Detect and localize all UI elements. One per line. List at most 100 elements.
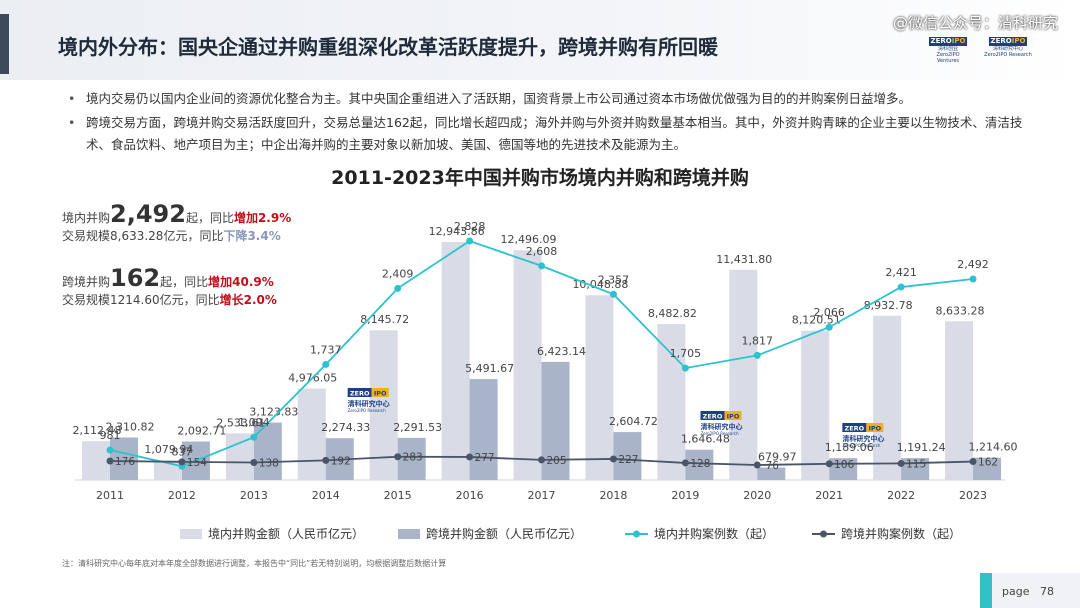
page-tab-accent — [980, 573, 992, 608]
page-indicator: page 78 — [980, 573, 1080, 608]
point-domestic-count-2022 — [897, 283, 905, 291]
watermark-badge-line2-3: Zero2IPO Research — [842, 443, 881, 448]
bar-cross-amount-2011 — [110, 437, 138, 480]
page-title: 境内外分布：国央企通过并购重组深化改革活跃度提升，跨境并购有所回暖 — [58, 35, 718, 59]
page-label: page — [1002, 585, 1030, 598]
label-domestic-amount-2020: 11,431.80 — [716, 253, 772, 266]
label-cross-amount-2012: 2,092.71 — [177, 425, 226, 438]
bar-domestic-amount-2022 — [873, 315, 902, 480]
label-domestic-count-2016: 2,828 — [454, 220, 486, 233]
ma-chart: 2011 2012 2013 2014 2015 2016 2017 2018 2019 2020… — [73, 220, 1018, 541]
label-domestic-amount-2016: 12,943.86 — [429, 225, 485, 238]
label-cross-amount-2011: 2,310.82 — [106, 421, 155, 434]
label-domestic-count-2011: 981 — [100, 429, 121, 442]
label-cross-count-2011: 176 — [115, 456, 135, 468]
label-domestic-amount-2013: 2,533.61 — [216, 416, 265, 429]
bar-cross-amount-2018 — [613, 432, 642, 480]
point-domestic-count-2023 — [969, 275, 977, 283]
label-domestic-count-2021: 2,066 — [813, 306, 845, 319]
bar-domestic-amount-2011 — [82, 441, 110, 480]
point-cross-count-2018 — [609, 455, 617, 463]
watermark-badge-mark-2 — [700, 411, 725, 420]
point-cross-count-2015 — [394, 453, 402, 461]
watermark-badge-ipo-bg-2 — [724, 411, 742, 420]
watermark-badge-ipo-bg-3 — [866, 423, 884, 432]
watermark-badge-line1-3: 清科研究中心 — [842, 434, 884, 443]
point-cross-count-2016 — [466, 453, 474, 461]
watermark-badge-ipo-bg-1 — [371, 388, 389, 397]
label-cross-count-2018: 227 — [618, 454, 638, 466]
watermark-badge-ipo-1: IPO — [374, 390, 387, 398]
point-domestic-count-2019 — [681, 364, 689, 372]
legend-label-cross-count: 跨境并购案例数（起） — [841, 526, 961, 541]
legend-label-domestic-amount: 境内并购金额（人民币亿元） — [208, 526, 364, 541]
bar-cross-amount-2019 — [685, 449, 714, 480]
label-cross-count-2023: 162 — [978, 457, 998, 469]
point-domestic-count-2016 — [466, 237, 474, 245]
watermark-badge-zero-2: ZERO — [703, 413, 723, 421]
header-accent-bar — [0, 14, 9, 74]
legend-label-cross-amount: 跨境并购金额（人民币亿元） — [426, 526, 582, 541]
page-number: 78 — [1039, 585, 1054, 598]
chart-title: 2011-2023年中国并购市场境内并购和跨境并购 — [331, 167, 749, 189]
bar-domestic-amount-2019 — [657, 324, 686, 480]
x-tick-label-2023: 2023 — [959, 489, 987, 502]
watermark-badge-zero-1: ZERO — [350, 390, 370, 398]
x-tick-label-2022: 2022 — [887, 489, 915, 502]
watermark-badge-mark-1 — [347, 388, 372, 397]
bar-domestic-amount-2014 — [297, 388, 326, 480]
label-cross-count-2016: 277 — [475, 452, 495, 464]
bullet-domestic: 境内交易仍以国内企业间的资源优化整合为主。其中央国企重组进入了活跃期，国资背景上… — [68, 88, 1045, 110]
bar-cross-amount-2015 — [397, 437, 426, 480]
legend-marker-cross-count — [820, 530, 827, 538]
x-tick-label-2015: 2015 — [384, 489, 412, 502]
bar-cross-amount-2020 — [757, 467, 786, 480]
watermark-text: @微信公众号：清科研究 — [892, 14, 1058, 32]
bar-domestic-amount-2018 — [585, 295, 614, 480]
label-domestic-count-2012: 837 — [171, 445, 192, 458]
point-cross-count-2022 — [897, 459, 905, 467]
summary-bullets: 境内交易仍以国内企业间的资源优化整合为主。其中央国企重组进入了活跃期，国资背景上… — [68, 88, 1045, 158]
x-tick-label-2011: 2011 — [96, 489, 124, 502]
label-domestic-count-2018: 2,357 — [598, 273, 630, 286]
label-cross-count-2015: 283 — [403, 452, 423, 464]
bar-domestic-amount-2023 — [945, 321, 974, 480]
x-tick-label-2019: 2019 — [671, 489, 699, 502]
point-cross-count-2019 — [681, 459, 689, 467]
legend-swatch-domestic-amount — [180, 529, 202, 539]
point-cross-count-2017 — [538, 456, 546, 464]
label-domestic-count-2019: 1,705 — [670, 347, 702, 360]
label-domestic-count-2020: 1,817 — [742, 334, 774, 347]
x-tick-label-2021: 2021 — [815, 489, 843, 502]
bar-domestic-amount-2015 — [369, 330, 398, 480]
legend-swatch-cross-amount — [398, 529, 420, 539]
point-cross-count-2012 — [178, 458, 186, 466]
label-domestic-count-2023: 2,492 — [957, 258, 989, 271]
bar-domestic-amount-2020 — [729, 269, 758, 480]
bar-cross-amount-2013 — [253, 422, 282, 480]
label-domestic-count-2017: 2,608 — [526, 245, 558, 258]
watermark-badge-line2-1: Zero2IPO Research — [348, 408, 387, 413]
label-cross-count-2020: 76 — [766, 460, 780, 472]
logo-zero2ipo-research: ZEROIPO 清科研究中心 Zero2IPO Research — [984, 37, 1032, 58]
label-domestic-amount-2012: 1,079.94 — [144, 443, 193, 456]
point-domestic-count-2018 — [609, 290, 617, 298]
point-cross-count-2011 — [106, 457, 114, 465]
bar-cross-amount-2023 — [973, 457, 1002, 480]
label-domestic-amount-2022: 8,932.78 — [864, 299, 913, 312]
legend-label-domestic-count: 境内并购案例数（起） — [654, 526, 774, 541]
x-tick-label-2013: 2013 — [240, 489, 268, 502]
label-cross-amount-2019: 1,646.48 — [681, 433, 730, 446]
label-domestic-amount-2017: 12,496.09 — [501, 233, 557, 246]
point-domestic-count-2020 — [753, 351, 761, 359]
label-domestic-count-2013: 1,094 — [238, 416, 270, 429]
cross-border-stats: 跨境并购162起，同比增加40.9% 交易规模1214.60亿元，同比增长2.0… — [62, 264, 277, 307]
watermark-badge-line1-1: 清科研究中心 — [348, 399, 390, 408]
bar-domestic-amount-2013 — [225, 433, 254, 480]
x-tick-label-2020: 2020 — [743, 489, 771, 502]
point-cross-count-2014 — [322, 456, 330, 464]
bar-domestic-amount-2016 — [441, 242, 470, 480]
label-cross-count-2021: 106 — [834, 459, 854, 471]
point-domestic-count-2021 — [825, 323, 833, 331]
label-domestic-count-2022: 2,421 — [885, 266, 917, 279]
